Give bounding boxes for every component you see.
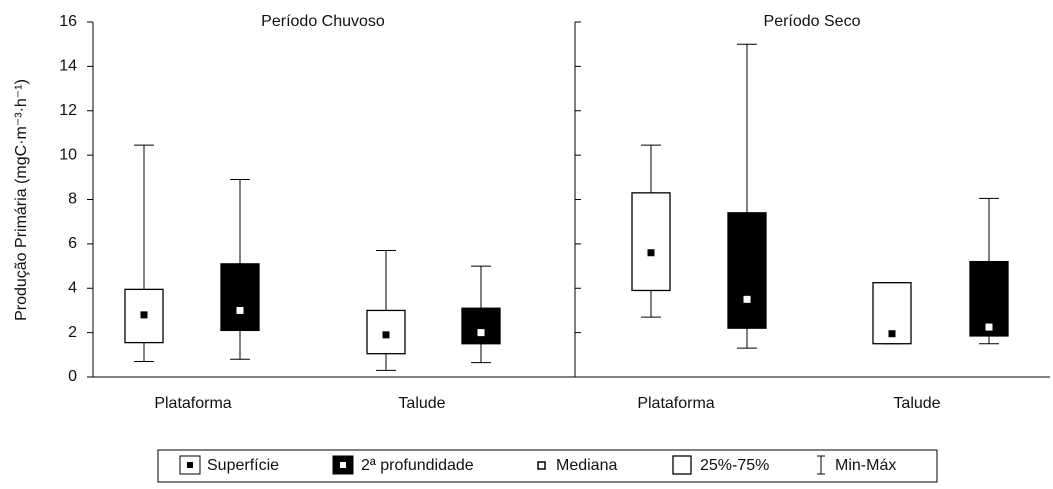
y-tick-label: 4: [68, 279, 77, 296]
y-tick-label: 6: [68, 235, 77, 252]
legend-label: Mediana: [556, 457, 617, 474]
y-tick-label: 10: [59, 146, 77, 163]
panel-title: Período Chuvoso: [261, 13, 385, 30]
legend-label: 25%-75%: [700, 457, 769, 474]
median: [985, 323, 993, 331]
box: [969, 260, 1009, 337]
y-tick-label: 0: [68, 368, 77, 385]
legend-box: [157, 449, 938, 483]
legend-label: Min-Máx: [835, 457, 896, 474]
x-tick-label: Talude: [398, 395, 445, 412]
legend-icon: [537, 461, 546, 470]
box: [727, 212, 767, 329]
y-tick-label: 2: [68, 324, 77, 341]
legend-icon: [817, 455, 825, 475]
median: [382, 331, 390, 339]
median: [647, 249, 655, 257]
y-tick-label: 12: [59, 102, 77, 119]
y-tick-label: 8: [68, 191, 77, 208]
x-tick-label: Plataforma: [637, 395, 714, 412]
x-tick-label: Plataforma: [154, 395, 231, 412]
box: [220, 263, 260, 332]
legend-swatch-median: [340, 462, 346, 468]
box: [461, 307, 501, 345]
y-axis-label: Produção Primária (mgC·m⁻³·h⁻¹): [13, 79, 30, 321]
legend-icon: [672, 455, 692, 475]
legend-label: Superfície: [207, 457, 279, 474]
x-tick-label: Talude: [893, 395, 940, 412]
legend-label: 2ª profundidade: [361, 457, 474, 474]
y-tick-label: 14: [59, 58, 77, 75]
y-tick-label: 16: [59, 13, 77, 30]
median: [140, 311, 148, 319]
median: [888, 330, 896, 338]
median: [236, 306, 244, 314]
median: [743, 295, 751, 303]
median: [477, 329, 485, 337]
panel-title: Período Seco: [764, 13, 861, 30]
legend-swatch-median: [187, 462, 193, 468]
box: [631, 192, 671, 292]
